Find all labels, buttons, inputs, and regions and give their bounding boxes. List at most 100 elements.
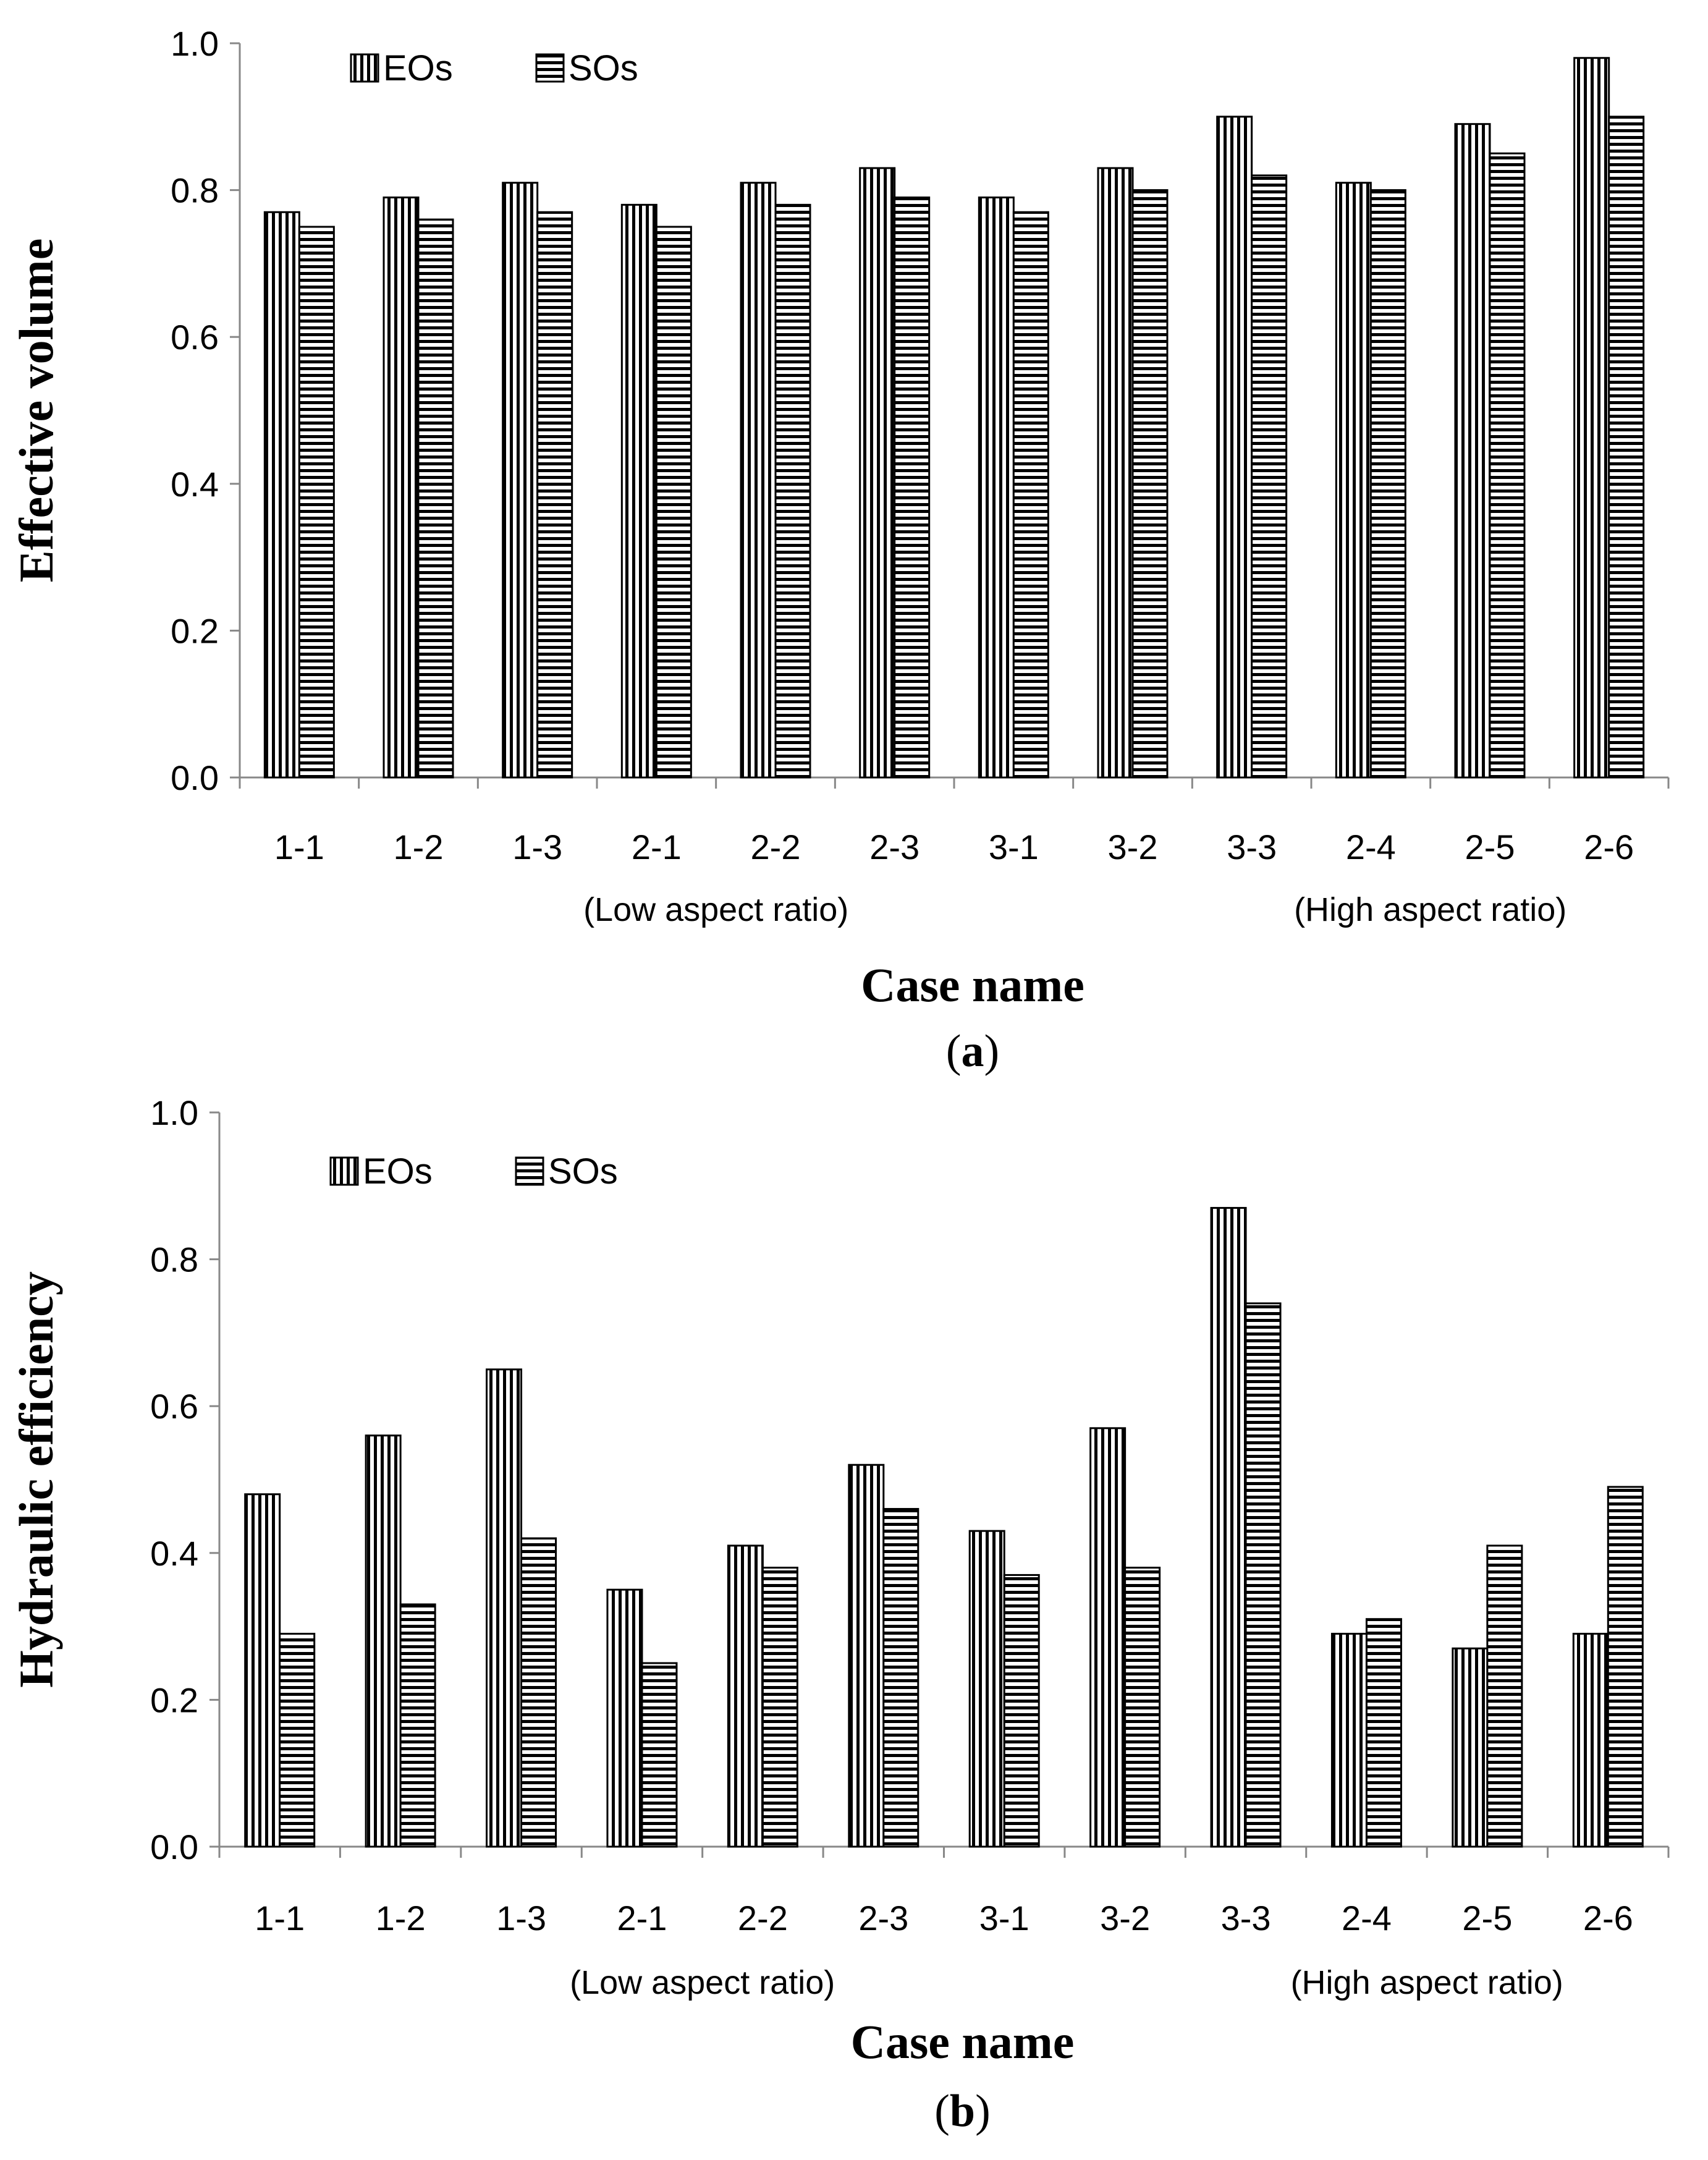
legend-swatch-sos <box>535 53 565 83</box>
bar-eos-3-3 <box>1210 1206 1247 1848</box>
x-tick-label: 3-3 <box>1221 1899 1271 1938</box>
x-tick-label: 3-2 <box>1100 1899 1150 1938</box>
bar-sos-2-3 <box>882 1508 920 1848</box>
bar-sos-1-3 <box>520 1537 557 1848</box>
bar-eos-1-3 <box>502 182 539 779</box>
bar-sos-3-2 <box>1131 189 1169 779</box>
x-tick-label: 1-3 <box>496 1899 546 1938</box>
x-tick-label: 2-2 <box>751 828 801 866</box>
bar-eos-2-1 <box>606 1588 643 1848</box>
bar-sos-1-1 <box>279 1632 316 1848</box>
y-tick-label: 0.2 <box>150 1680 198 1719</box>
bar-eos-2-4 <box>1335 182 1372 779</box>
y-tick-label: 0.8 <box>171 171 219 210</box>
x-tick-label: 1-2 <box>394 828 444 866</box>
y-tick-label: 0.8 <box>150 1240 198 1279</box>
y-axis-title: Hydraulic efficiency <box>9 1271 63 1688</box>
bar-sos-3-2 <box>1124 1567 1161 1848</box>
bar-sos-2-2 <box>774 203 811 779</box>
y-tick-label: 0.0 <box>171 758 219 797</box>
x-tick-label: 1-2 <box>376 1899 426 1938</box>
bar-eos-2-4 <box>1330 1632 1368 1848</box>
x-tick-label: 3-1 <box>989 828 1039 866</box>
bar-sos-2-6 <box>1608 116 1645 779</box>
bar-eos-2-5 <box>1452 1647 1489 1848</box>
x-tick-label: 2-5 <box>1462 1899 1512 1938</box>
bar-eos-2-2 <box>727 1544 764 1848</box>
panel-label-letter: b <box>950 2086 975 2137</box>
x-tick-label: 2-4 <box>1342 1899 1392 1938</box>
legend-label-sos: SOs <box>569 48 638 88</box>
bar-eos-1-3 <box>486 1368 523 1848</box>
legend-label-eos: EOs <box>363 1151 433 1192</box>
group-note: (Low aspect ratio) <box>583 891 848 928</box>
bar-eos-2-5 <box>1454 123 1491 779</box>
y-tick-label: 1.0 <box>171 24 219 63</box>
bar-eos-2-3 <box>859 167 896 779</box>
chart-a-effective-volume: 0.0 0.2 0.4 0.6 0.8 1.0 1-1 1-2 1-3 2-1 2-2 2-3 3-1 3… <box>9 24 1670 1077</box>
bar-sos-3-1 <box>1012 211 1049 779</box>
bar-sos-2-6 <box>1607 1486 1644 1848</box>
y-axis-title: Effective volume <box>9 239 63 583</box>
bar-sos-2-3 <box>894 196 931 779</box>
bar-eos-1-1 <box>263 211 300 779</box>
chart-b-hydraulic-efficiency: 0.0 0.2 0.4 0.6 0.8 1.0 1-1 1-2 1-3 2-1 2-2 2-3 3-1 3… <box>9 1093 1670 2137</box>
y-tick-label: 1.0 <box>150 1093 198 1132</box>
bar-eos-2-1 <box>620 203 657 779</box>
x-tick-label: 2-6 <box>1583 1899 1633 1938</box>
legend-swatch-eos <box>329 1156 359 1186</box>
x-tick-label: 3-3 <box>1227 828 1277 866</box>
bar-eos-2-6 <box>1573 57 1610 779</box>
panel-label: (a) <box>946 1026 999 1077</box>
x-tick-label: 3-1 <box>979 1899 1029 1938</box>
bar-sos-2-2 <box>761 1567 798 1848</box>
x-tick-label: 2-5 <box>1465 828 1515 866</box>
bar-eos-1-2 <box>365 1434 402 1848</box>
panel-label-open: ( <box>934 2086 950 2137</box>
bar-sos-2-5 <box>1486 1544 1523 1848</box>
legend-swatch-sos <box>515 1156 544 1186</box>
bar-sos-2-1 <box>655 226 692 779</box>
bar-eos-1-2 <box>383 196 420 779</box>
x-tick-label: 2-6 <box>1584 828 1634 866</box>
x-tick-label: 2-2 <box>738 1899 788 1938</box>
group-note: (Low aspect ratio) <box>570 1964 835 2001</box>
panel-label-close: ) <box>975 2086 991 2137</box>
y-tick-label: 0.6 <box>150 1387 198 1426</box>
x-tick-label: 1-1 <box>255 1899 305 1938</box>
bar-sos-2-4 <box>1365 1618 1402 1848</box>
y-tick-label: 0.0 <box>150 1828 198 1866</box>
y-tick-label: 0.2 <box>171 611 219 650</box>
x-tick-label: 2-1 <box>617 1899 667 1938</box>
x-tick-label: 2-3 <box>869 828 920 866</box>
x-tick-label: 3-2 <box>1108 828 1158 866</box>
panel-label-letter: a <box>962 1026 984 1077</box>
bar-sos-3-3 <box>1245 1302 1282 1848</box>
y-tick-label: 0.6 <box>171 318 219 357</box>
panel-label: (b) <box>934 2086 990 2137</box>
bar-eos-2-2 <box>740 182 777 779</box>
bar-sos-2-5 <box>1489 152 1526 779</box>
y-tick-label: 0.4 <box>171 465 219 504</box>
bar-eos-3-3 <box>1216 116 1253 779</box>
legend-swatch-eos <box>350 53 379 83</box>
bar-eos-2-6 <box>1572 1632 1609 1848</box>
bar-eos-3-1 <box>978 196 1015 779</box>
legend-label-sos: SOs <box>548 1151 618 1192</box>
bar-sos-2-4 <box>1369 189 1406 779</box>
y-tick-label: 0.4 <box>150 1534 198 1573</box>
x-tick-label: 1-3 <box>512 828 562 866</box>
bar-eos-3-1 <box>968 1530 1005 1848</box>
bar-sos-3-1 <box>1003 1573 1040 1848</box>
x-tick-label: 1-1 <box>274 828 324 866</box>
bar-eos-1-1 <box>244 1493 281 1848</box>
bar-sos-1-3 <box>536 211 573 779</box>
panel-label-close: ) <box>984 1026 1000 1077</box>
bar-eos-3-2 <box>1097 167 1134 779</box>
bar-sos-1-1 <box>298 226 335 779</box>
bar-sos-1-2 <box>417 218 454 779</box>
bar-eos-3-2 <box>1089 1427 1127 1848</box>
x-axis-title: Case name <box>861 958 1084 1012</box>
bar-eos-2-3 <box>848 1463 885 1848</box>
x-tick-label: 2-4 <box>1346 828 1396 866</box>
